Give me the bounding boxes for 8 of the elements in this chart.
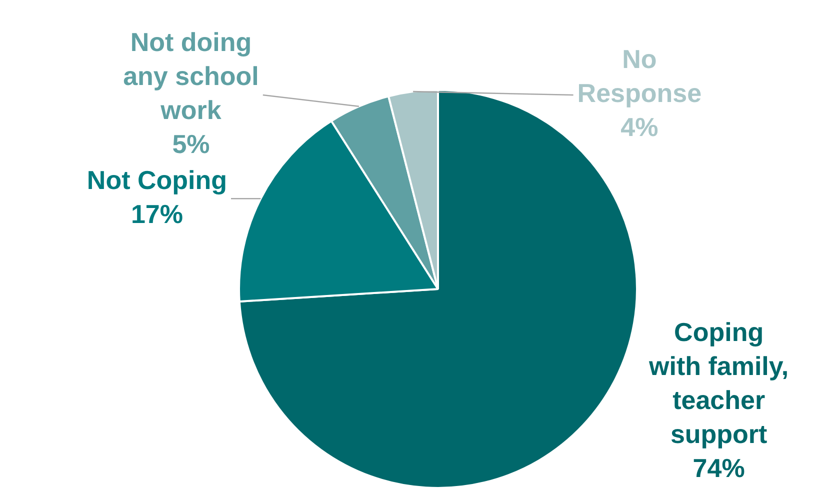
slice-label: Coping with family, teacher support [648, 317, 789, 450]
slice-label: Not Coping [86, 164, 228, 195]
data-label: 4% [620, 112, 658, 142]
data-label: 17% [130, 198, 183, 229]
slice-label: No Response [577, 44, 702, 108]
slice-label: Not doing any school work [123, 27, 259, 126]
data-label: 74% [692, 453, 745, 484]
data-label: 5% [172, 129, 210, 160]
